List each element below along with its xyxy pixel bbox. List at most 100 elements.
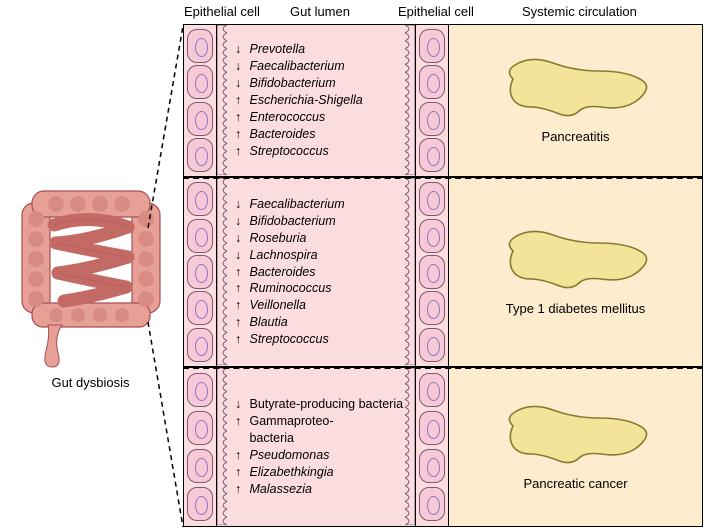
bacteria-name: Bifidobacterium — [249, 214, 335, 228]
epithelial-right — [415, 24, 449, 177]
bacteria-row: bacteria — [235, 430, 399, 447]
bacteria-row: ↑ Malassezia — [235, 481, 399, 498]
epithelial-cell — [187, 411, 213, 445]
epithelial-cell — [187, 255, 213, 289]
arrow-up-icon: ↑ — [235, 264, 246, 281]
microvilli-right — [405, 177, 415, 367]
microvilli-left — [217, 177, 227, 367]
arrow-up-icon: ↑ — [235, 464, 246, 481]
arrow-up-icon: ↑ — [235, 109, 246, 126]
epithelial-left — [183, 177, 217, 367]
epithelial-cell — [419, 291, 445, 325]
bacteria-row: ↓ Lachnospira — [235, 247, 399, 264]
bacteria-name: Lachnospira — [249, 248, 317, 262]
arrow-up-icon: ↑ — [235, 280, 246, 297]
pancreas-icon — [501, 57, 651, 119]
bacteria-row: ↑ Veillonella — [235, 297, 399, 314]
panel-separator-2 — [183, 367, 703, 369]
bacteria-row: ↓ Faecalibacterium — [235, 196, 399, 213]
arrow-up-icon: ↑ — [235, 92, 246, 109]
arrow-up-icon: ↑ — [235, 297, 246, 314]
epithelial-cell — [419, 255, 445, 289]
bacteria-name: Blautia — [249, 315, 287, 329]
bacteria-row: ↑ Enterococcus — [235, 109, 399, 126]
bacteria-row: ↑ Elizabethkingia — [235, 464, 399, 481]
panel-t1dm: ↓ Faecalibacterium↓ Bifidobacterium↓ Ros… — [183, 177, 703, 367]
bacteria-name: Ruminococcus — [249, 281, 331, 295]
pancreas-icon — [501, 404, 651, 466]
bacteria-name: Streptococcus — [249, 144, 328, 158]
panel-stack: ↓ Prevotella↓ Faecalibacterium↓ Bifidoba… — [183, 24, 703, 527]
microvilli-left — [217, 367, 227, 527]
bacteria-row: ↑ Bacteroides — [235, 264, 399, 281]
bacteria-name: Faecalibacterium — [249, 197, 344, 211]
epithelial-cell — [187, 65, 213, 99]
epithelial-right — [415, 177, 449, 367]
epithelial-cell — [419, 373, 445, 407]
arrow-up-icon: ↑ — [235, 126, 246, 143]
epithelial-cell — [187, 487, 213, 521]
bacteria-row: ↑ Streptococcus — [235, 143, 399, 160]
bacteria-name: Bacteroides — [249, 265, 315, 279]
bacteria-name: Elizabethkingia — [249, 465, 333, 479]
epithelial-cell — [419, 449, 445, 483]
bacteria-name: Enterococcus — [249, 110, 325, 124]
intestine-illustration: Gut dysbiosis — [8, 185, 173, 345]
epithelial-cell — [419, 65, 445, 99]
bacteria-row: ↑ Bacteroides — [235, 126, 399, 143]
bacteria-name: Pseudomonas — [249, 448, 329, 462]
epithelial-left — [183, 367, 217, 527]
column-headers: Epithelial cell Gut lumen Epithelial cel… — [0, 4, 708, 24]
epithelial-cell — [187, 138, 213, 172]
gut-lumen-list: ↓ Butyrate-producing bacteria↑ Gammaprot… — [227, 367, 405, 527]
epithelial-cell — [419, 182, 445, 216]
gut-lumen-list: ↓ Faecalibacterium↓ Bifidobacterium↓ Ros… — [227, 177, 405, 367]
bacteria-name: Faecalibacterium — [249, 59, 344, 73]
arrow-up-icon: ↑ — [235, 413, 246, 430]
gut-lumen-list: ↓ Prevotella↓ Faecalibacterium↓ Bifidoba… — [227, 24, 405, 177]
bacteria-row: ↓ Roseburia — [235, 230, 399, 247]
header-epithelial-right: Epithelial cell — [398, 4, 474, 19]
bacteria-name: Roseburia — [249, 231, 306, 245]
arrow-down-icon: ↓ — [235, 196, 246, 213]
epithelial-cell — [187, 219, 213, 253]
bacteria-name: Streptococcus — [249, 332, 328, 346]
epithelial-cell — [419, 328, 445, 362]
epithelial-cell — [419, 138, 445, 172]
systemic-circulation: Pancreatic cancer — [449, 367, 703, 527]
bacteria-row: ↑ Gammaproteo- — [235, 413, 399, 430]
disease-label: Type 1 diabetes mellitus — [506, 301, 645, 316]
microvilli-right — [405, 24, 415, 177]
intestine-icon — [8, 185, 173, 370]
bacteria-name: Bacteroides — [249, 127, 315, 141]
bacteria-row: ↑ Escherichia-Shigella — [235, 92, 399, 109]
bacteria-row: ↑ Ruminococcus — [235, 280, 399, 297]
bacteria-name: Escherichia-Shigella — [249, 93, 362, 107]
bacteria-row: ↑ Pseudomonas — [235, 447, 399, 464]
bacteria-name: Gammaproteo- — [249, 414, 333, 428]
microvilli-left — [217, 24, 227, 177]
bacteria-name: Prevotella — [249, 42, 305, 56]
bacteria-row: ↑ Streptococcus — [235, 331, 399, 348]
panel-pancreatitis: ↓ Prevotella↓ Faecalibacterium↓ Bifidoba… — [183, 24, 703, 177]
bacteria-row: ↓ Faecalibacterium — [235, 58, 399, 75]
header-circulation: Systemic circulation — [522, 4, 637, 19]
arrow-down-icon: ↓ — [235, 41, 246, 58]
epithelial-cell — [187, 102, 213, 136]
arrow-down-icon: ↓ — [235, 213, 246, 230]
panel-pdac: ↓ Butyrate-producing bacteria↑ Gammaprot… — [183, 367, 703, 527]
header-epithelial-left: Epithelial cell — [184, 4, 260, 19]
epithelial-cell — [187, 291, 213, 325]
arrow-down-icon: ↓ — [235, 396, 246, 413]
epithelial-cell — [419, 102, 445, 136]
epithelial-cell — [187, 29, 213, 63]
epithelial-left — [183, 24, 217, 177]
epithelial-cell — [187, 449, 213, 483]
disease-label: Pancreatic cancer — [523, 476, 627, 491]
arrow-down-icon: ↓ — [235, 230, 246, 247]
systemic-circulation: Type 1 diabetes mellitus — [449, 177, 703, 367]
arrow-down-icon: ↓ — [235, 247, 246, 264]
epithelial-cell — [419, 219, 445, 253]
bacteria-name: bacteria — [249, 431, 293, 445]
systemic-circulation: Pancreatitis — [449, 24, 703, 177]
